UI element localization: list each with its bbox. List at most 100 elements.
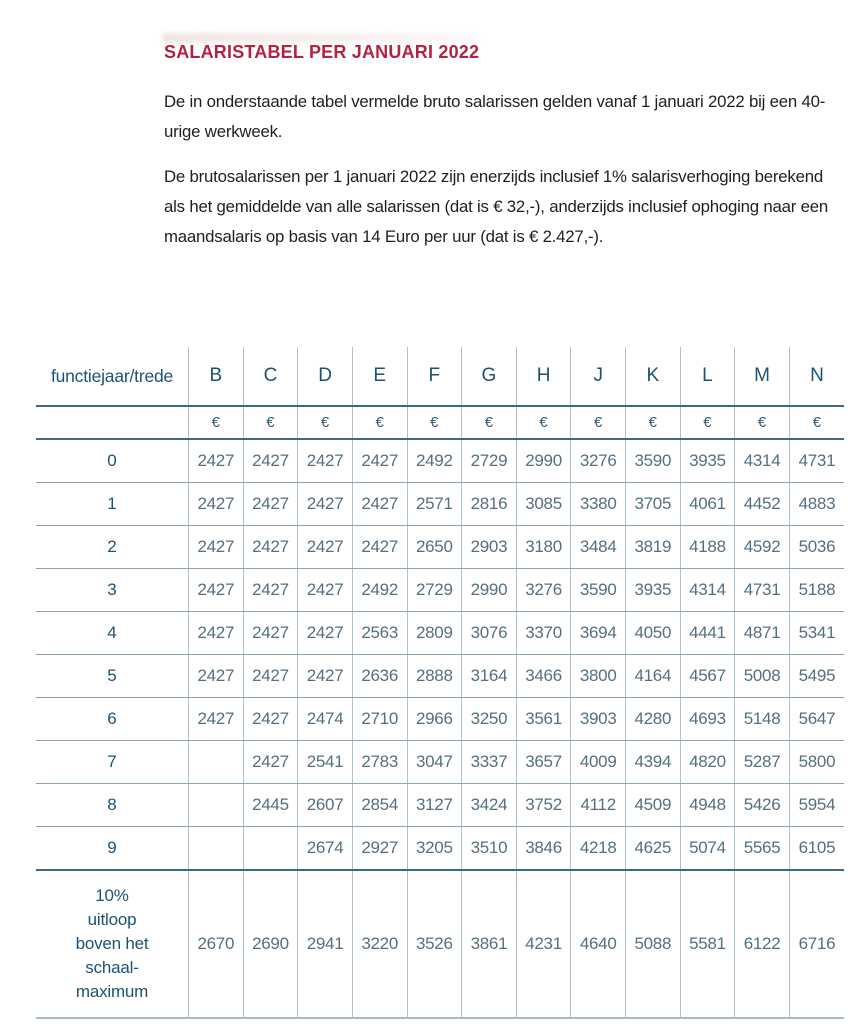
salary-value: 3180 bbox=[515, 525, 571, 569]
salary-value: 2427 bbox=[188, 439, 244, 483]
salary-value: 3276 bbox=[570, 439, 626, 483]
table-row-trede-1: 1 2427 2427 2427 2427 2571 2816 3085 3380 3705 406… bbox=[36, 482, 844, 526]
salary-value bbox=[188, 740, 244, 784]
salary-value: 2941 bbox=[297, 870, 353, 1019]
salary-value: 4394 bbox=[625, 740, 681, 784]
corner-header: functiejaar/trede bbox=[36, 347, 189, 407]
column-header-B: B bbox=[188, 347, 244, 407]
salary-table-body: 0 2427 2427 2427 2427 2492 2729 2990 3276 3590 393… bbox=[36, 439, 844, 1019]
salary-value: 6716 bbox=[788, 870, 844, 1019]
currency-symbol: € bbox=[625, 406, 681, 440]
salary-value: 3861 bbox=[461, 870, 517, 1019]
salary-value: 6122 bbox=[734, 870, 790, 1019]
salary-value: 5954 bbox=[788, 783, 844, 827]
salary-value: 4731 bbox=[734, 568, 790, 612]
salary-value: 5148 bbox=[734, 697, 790, 741]
salary-value: 4218 bbox=[570, 826, 626, 871]
salary-value: 4050 bbox=[625, 611, 681, 655]
salary-value: 2636 bbox=[351, 654, 407, 698]
salary-value: 2607 bbox=[297, 783, 353, 827]
row-label: 6 bbox=[36, 697, 189, 741]
salary-value: 2927 bbox=[351, 826, 407, 871]
salary-value: 3076 bbox=[461, 611, 517, 655]
salary-value: 2816 bbox=[461, 482, 517, 526]
salary-value: 3164 bbox=[461, 654, 517, 698]
salary-value: 3380 bbox=[570, 482, 626, 526]
salary-value: 2427 bbox=[297, 568, 353, 612]
salary-value: 2541 bbox=[297, 740, 353, 784]
row-label: 3 bbox=[36, 568, 189, 612]
row-label: 5 bbox=[36, 654, 189, 698]
salary-value: 4009 bbox=[570, 740, 626, 784]
salary-value: 4509 bbox=[625, 783, 681, 827]
row-label: 0 bbox=[36, 439, 189, 483]
row-label: 2 bbox=[36, 525, 189, 569]
table-row-trede-6: 6 2427 2427 2474 2710 2966 3250 3561 3903 4280 469… bbox=[36, 697, 844, 741]
salary-value: 5188 bbox=[788, 568, 844, 612]
table-row-trede-9: 9 2674 2927 3205 3510 3846 4218 4625 5074 5565 610… bbox=[36, 826, 844, 871]
salary-value: 2903 bbox=[461, 525, 517, 569]
row-label: 7 bbox=[36, 740, 189, 784]
salary-value: 2783 bbox=[351, 740, 407, 784]
salary-value: 3220 bbox=[351, 870, 407, 1019]
salary-value: 2427 bbox=[242, 568, 298, 612]
salary-value: 3819 bbox=[625, 525, 681, 569]
salary-value: 3705 bbox=[625, 482, 681, 526]
salary-value: 2427 bbox=[242, 654, 298, 698]
salary-value: 3127 bbox=[406, 783, 462, 827]
salary-value: 3424 bbox=[461, 783, 517, 827]
currency-symbol: € bbox=[734, 406, 790, 440]
salary-value: 4112 bbox=[570, 783, 626, 827]
salary-value: 4231 bbox=[515, 870, 571, 1019]
currency-symbol: € bbox=[351, 406, 407, 440]
currency-symbol: € bbox=[515, 406, 571, 440]
salary-value: 2427 bbox=[188, 482, 244, 526]
currency-symbol: € bbox=[570, 406, 626, 440]
salary-value: 4883 bbox=[788, 482, 844, 526]
currency-row-spacer bbox=[36, 406, 189, 440]
salary-value: 5565 bbox=[734, 826, 790, 871]
salary-value: 2427 bbox=[242, 439, 298, 483]
salary-value: 5341 bbox=[788, 611, 844, 655]
salary-value bbox=[188, 783, 244, 827]
salary-value: 2650 bbox=[406, 525, 462, 569]
intro-paragraph-1: De in onderstaande tabel vermelde bruto … bbox=[164, 92, 826, 141]
salary-value: 3694 bbox=[570, 611, 626, 655]
table-header-row: functiejaar/trede B C D E F G H J K L M N bbox=[36, 347, 844, 407]
text-block: SALARISTABEL PER JANUARI 2022 De in onde… bbox=[0, 0, 862, 252]
row-label: 1 bbox=[36, 482, 189, 526]
salary-value: 2854 bbox=[351, 783, 407, 827]
column-header-K: K bbox=[625, 347, 681, 407]
salary-value: 2729 bbox=[461, 439, 517, 483]
salary-value: 2427 bbox=[297, 439, 353, 483]
salary-value: 2492 bbox=[351, 568, 407, 612]
salary-value: 5581 bbox=[679, 870, 735, 1019]
salary-value: 4280 bbox=[625, 697, 681, 741]
salary-value: 3935 bbox=[625, 568, 681, 612]
row-label: 4 bbox=[36, 611, 189, 655]
salary-value: 2710 bbox=[351, 697, 407, 741]
salary-value: 2427 bbox=[297, 611, 353, 655]
salary-value: 5426 bbox=[734, 783, 790, 827]
salary-value: 5036 bbox=[788, 525, 844, 569]
salary-value: 3510 bbox=[461, 826, 517, 871]
intro-paragraph-2: De brutosalarissen per 1 januari 2022 zi… bbox=[164, 167, 829, 246]
salary-value: 3800 bbox=[570, 654, 626, 698]
currency-row: € € € € € € € € € € € € bbox=[36, 406, 844, 440]
salary-value: 4948 bbox=[679, 783, 735, 827]
column-header-F: F bbox=[406, 347, 462, 407]
salary-value bbox=[242, 826, 298, 871]
salary-value: 2427 bbox=[188, 697, 244, 741]
footer-row-label: 10% uitloop boven het schaal- maximum bbox=[36, 870, 189, 1019]
column-header-M: M bbox=[734, 347, 790, 407]
salary-value: 3047 bbox=[406, 740, 462, 784]
salary-value: 2427 bbox=[242, 525, 298, 569]
salary-value: 2445 bbox=[242, 783, 298, 827]
salary-value: 2427 bbox=[242, 740, 298, 784]
table-row-trede-4: 4 2427 2427 2427 2563 2809 3076 3370 3694 4050 444… bbox=[36, 611, 844, 655]
salary-value: 3484 bbox=[570, 525, 626, 569]
salary-value: 2492 bbox=[406, 439, 462, 483]
salary-value: 2571 bbox=[406, 482, 462, 526]
currency-symbol: € bbox=[679, 406, 735, 440]
